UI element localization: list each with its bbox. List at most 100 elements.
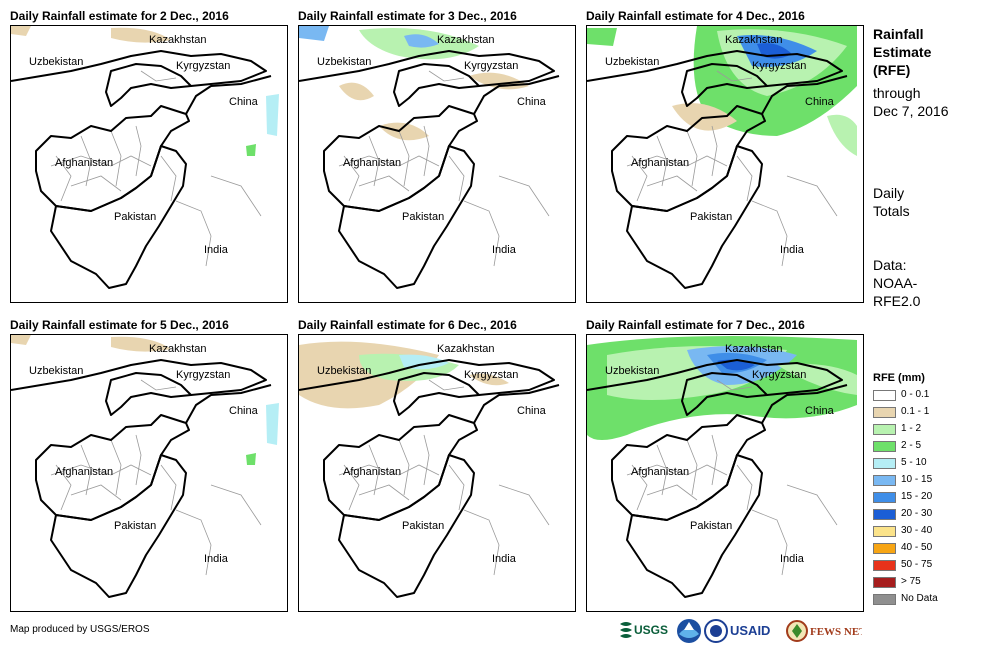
province-border: [711, 125, 718, 177]
panel-title-4: Daily Rainfall estimate for 5 Dec., 2016: [10, 318, 229, 332]
province-border: [423, 434, 430, 486]
rainfall-area: [339, 82, 374, 101]
legend-swatch: [873, 390, 896, 401]
legend-label: No Data: [901, 593, 938, 604]
country-border: [185, 75, 272, 115]
map-label-kazakhstan: Kazakhstan: [437, 34, 495, 46]
map-label-china: China: [805, 405, 834, 417]
rainfall-map-dec-4: Kazakhstan Uzbekistan Kyrgyzstan China Afgha…: [586, 25, 864, 303]
country-border: [105, 63, 192, 107]
usaid-logo: USAID: [704, 618, 784, 643]
legend-swatch: [873, 475, 896, 486]
country-border: [626, 454, 763, 598]
province-border: [498, 484, 550, 526]
legend-label: 5 - 10: [901, 457, 927, 468]
country-border: [299, 50, 555, 87]
province-border: [686, 130, 698, 187]
map-label-afghanistan: Afghanistan: [55, 466, 114, 478]
province-border: [428, 379, 465, 391]
province-border: [160, 464, 177, 511]
province-border: [175, 200, 212, 267]
country-border: [761, 75, 848, 115]
legend-swatch: [873, 458, 896, 469]
province-border: [786, 175, 838, 217]
legend-label: 2 - 5: [901, 440, 922, 451]
province-border: [343, 464, 360, 511]
province-border: [751, 200, 788, 267]
province-border: [448, 155, 465, 202]
province-border: [646, 175, 698, 192]
rainfall-area: [11, 26, 31, 36]
rainfall-area: [399, 354, 449, 370]
map-label-afghanistan: Afghanistan: [631, 466, 690, 478]
rainfall-area: [587, 28, 617, 46]
usgs-logo: USGS: [618, 618, 678, 642]
map-label-china: China: [517, 96, 546, 108]
rainfall-area: [379, 122, 429, 141]
map-label-afghanistan: Afghanistan: [343, 157, 402, 169]
legend-swatch: [873, 424, 896, 435]
legend-swatch: [873, 594, 896, 605]
rainfall-area: [266, 403, 279, 445]
map-label-uzbekistan: Uzbekistan: [29, 365, 84, 377]
legend-label: 50 - 75: [901, 559, 933, 570]
province-border: [210, 175, 262, 217]
country-border: [681, 372, 768, 416]
map-label-afghanistan: Afghanistan: [343, 466, 402, 478]
map-label-kyrgyzstan: Kyrgyzstan: [464, 369, 519, 381]
province-border: [135, 434, 142, 486]
province-border: [55, 155, 72, 202]
province-border: [140, 379, 177, 391]
legend-swatch: [873, 577, 896, 588]
rainfall-area: [11, 335, 31, 345]
map-label-kyrgyzstan: Kyrgyzstan: [464, 60, 519, 72]
country-border: [473, 384, 560, 424]
map-label-india: India: [780, 244, 804, 256]
province-border: [80, 444, 92, 496]
province-border: [786, 484, 838, 526]
country-border: [587, 50, 843, 87]
rainfall-area: [246, 453, 256, 465]
country-border: [50, 145, 187, 289]
rainfall-area: [111, 27, 171, 43]
province-border: [716, 379, 753, 391]
province-border: [80, 135, 92, 187]
legend-label: 30 - 40: [901, 525, 933, 536]
country-border: [105, 372, 192, 416]
rainfall-map-dec-7: Kazakhstan Uzbekistan Kyrgyzstan China Afgha…: [586, 334, 864, 612]
country-border: [338, 145, 475, 289]
rainfall-area: [827, 114, 857, 156]
country-border: [473, 75, 560, 115]
fews-net-logo: FEWS NET: [786, 618, 867, 642]
legend-label: 10 - 15: [901, 474, 933, 485]
country-border: [185, 384, 272, 424]
rainfall-area: [299, 26, 329, 41]
map-label-kazakhstan: Kazakhstan: [149, 343, 207, 355]
map-label-uzbekistan: Uzbekistan: [605, 56, 660, 68]
province-border: [428, 70, 465, 82]
rainfall-map-dec-2: Kazakhstan Uzbekistan Kyrgyzstan China Afgha…: [10, 25, 288, 303]
daily-totals-label: Daily Totals: [873, 185, 910, 219]
map-label-afghanistan: Afghanistan: [631, 157, 690, 169]
map-label-kyrgyzstan: Kyrgyzstan: [752, 369, 807, 381]
map-label-pakistan: Pakistan: [114, 211, 157, 223]
province-border: [110, 439, 122, 496]
province-border: [50, 464, 152, 476]
province-border: [751, 509, 788, 576]
map-label-china: China: [517, 405, 546, 417]
usgs-logo-text: USGS: [634, 623, 668, 637]
province-border: [711, 434, 718, 486]
legend-label: 40 - 50: [901, 542, 933, 553]
map-label-kazakhstan: Kazakhstan: [725, 343, 783, 355]
province-border: [686, 439, 698, 496]
map-label-india: India: [204, 244, 228, 256]
legend-swatch: [873, 441, 896, 452]
province-border: [135, 125, 142, 177]
data-source-label: Data: NOAA- RFE2.0: [873, 257, 921, 309]
province-border: [50, 155, 152, 167]
map-label-india: India: [492, 553, 516, 565]
panel-title-6: Daily Rainfall estimate for 7 Dec., 2016: [586, 318, 805, 332]
legend-swatch: [873, 492, 896, 503]
map-label-pakistan: Pakistan: [690, 211, 733, 223]
map-label-india: India: [492, 244, 516, 256]
